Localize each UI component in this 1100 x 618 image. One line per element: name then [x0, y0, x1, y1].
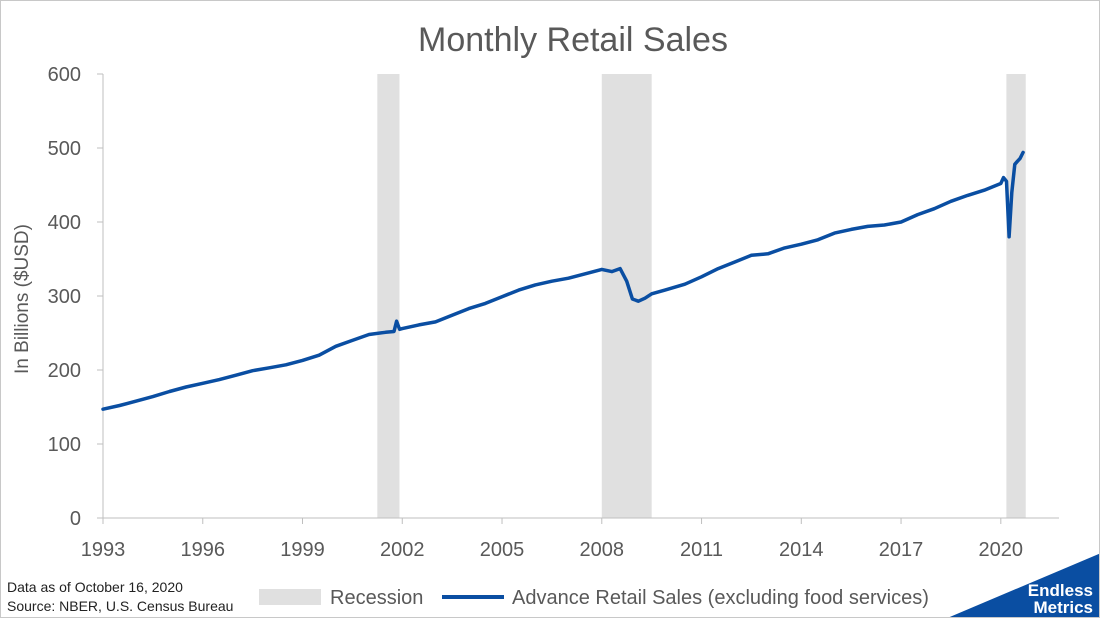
x-tick-label: 2017	[879, 539, 924, 561]
y-tick-label: 500	[48, 138, 81, 160]
series-line-retail-sales	[101, 150, 1025, 411]
x-tick-label: 1996	[181, 539, 226, 561]
legend: Recession Advance Retail Sales (excludin…	[259, 587, 929, 609]
y-tick-label: 100	[48, 434, 81, 456]
legend-swatch-recession	[259, 589, 321, 605]
y-tick-label: 400	[48, 212, 81, 234]
x-tick-label: 1999	[280, 539, 325, 561]
recession-bands	[377, 74, 1026, 518]
logo-line-2: Metrics	[1033, 598, 1093, 617]
y-tick-label: 200	[48, 360, 81, 382]
x-tick-label: 1993	[81, 539, 126, 561]
logo-triangle	[949, 553, 1099, 617]
legend-label-recession: Recession	[330, 587, 423, 609]
logo-line-1: Endless	[1028, 581, 1093, 600]
footnote-date: Data as of October 16, 2020	[7, 579, 183, 595]
y-tick-label: 0	[70, 508, 81, 530]
x-tick-label: 2011	[680, 539, 723, 561]
y-axis-label: In Billions ($USD)	[12, 224, 33, 374]
recession-band-2	[601, 74, 652, 518]
x-tick-label: 2005	[480, 539, 525, 561]
footnote-source: Source: NBER, U.S. Census Bureau	[7, 598, 233, 614]
x-tick-label: 2020	[979, 539, 1024, 561]
legend-label-series: Advance Retail Sales (excluding food ser…	[512, 587, 929, 609]
chart-title: Monthly Retail Sales	[418, 21, 728, 59]
x-tick-label: 2008	[580, 539, 625, 561]
series-layer	[101, 150, 1025, 411]
y-tick-label: 600	[48, 64, 81, 86]
tick-labels: 0 100 200 300 400 500 600 1993 1996 1999 2002 2005 2…	[48, 64, 1023, 561]
recession-band-3	[1006, 74, 1026, 518]
axes	[97, 73, 1059, 524]
endless-metrics-logo: Endless Metrics	[949, 553, 1099, 617]
x-tick-label: 2014	[779, 539, 824, 561]
recession-band-1	[377, 74, 400, 518]
y-tick-label: 300	[48, 286, 81, 308]
x-tick-label: 2002	[380, 539, 425, 561]
